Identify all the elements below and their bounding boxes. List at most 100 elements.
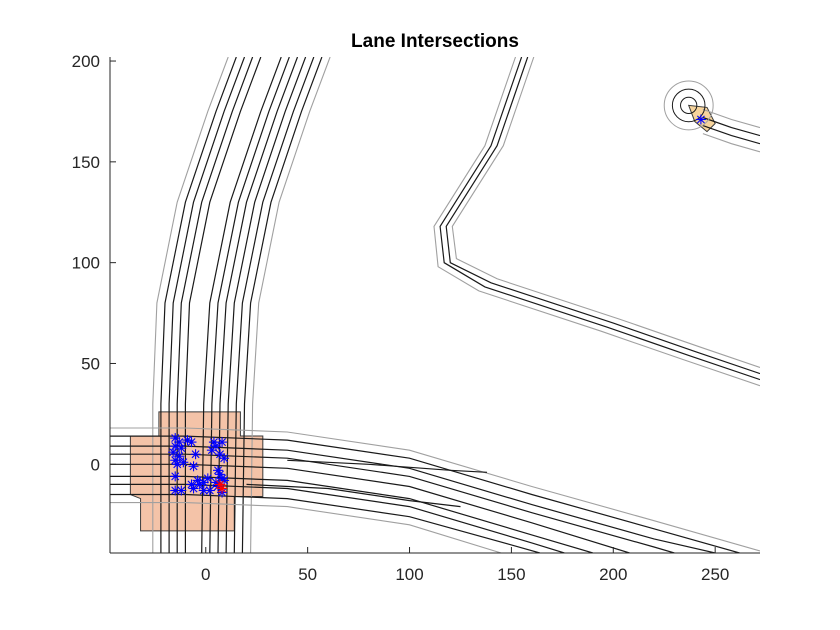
x-tick-label: 0 xyxy=(201,565,210,584)
intersection-point-37-stroke xyxy=(696,115,705,124)
intersection-point-11-stroke xyxy=(189,462,198,471)
highlight-point-1 xyxy=(217,483,228,494)
y-tick-label: 150 xyxy=(72,153,100,172)
lane-centerline-18 xyxy=(110,493,541,553)
intersection-point-20 xyxy=(202,473,213,484)
intersection-point-20-stroke xyxy=(203,474,212,483)
intersection-point-34 xyxy=(192,475,203,486)
intersection-point-25-stroke xyxy=(214,466,222,475)
x-tick-label: 50 xyxy=(298,565,317,584)
y-tick-label: 0 xyxy=(91,455,100,474)
intersection-point-12 xyxy=(190,449,201,460)
x-ticks: 0 50 100 150 200 250 xyxy=(201,547,729,584)
lane-boundary-10 xyxy=(152,57,229,553)
intersection-point-9 xyxy=(182,435,193,446)
roundabout-ring-33 xyxy=(663,80,714,131)
intersection-point-10 xyxy=(186,437,197,448)
intersection-point-30 xyxy=(217,437,228,448)
x-tick-label: 200 xyxy=(599,565,627,584)
intersection-point-6-stroke xyxy=(171,456,180,465)
lane-centerline-8 xyxy=(233,57,315,553)
intersection-point-15-stroke xyxy=(177,486,186,495)
lane-boundary-20 xyxy=(110,502,502,553)
intersection-point-15 xyxy=(176,485,187,496)
y-tick-label: 50 xyxy=(81,354,100,373)
intersection-point-33-stroke xyxy=(199,486,208,495)
lane-boundary-30 xyxy=(702,133,760,153)
lane-centerline-22 xyxy=(287,459,488,473)
y-tick-label: 100 xyxy=(72,254,100,273)
intersection-point-4 xyxy=(168,447,179,458)
intersection-point-35 xyxy=(210,477,221,488)
y-tick-label: 200 xyxy=(72,52,100,71)
intersection-point-34-stroke xyxy=(193,476,202,485)
lane-centerline-7 xyxy=(225,57,307,553)
highlight-point-1-stroke xyxy=(218,484,227,493)
intersection-point-17 xyxy=(188,483,199,494)
lane-centerline-0 xyxy=(160,57,237,553)
intersection-point-16-stroke xyxy=(187,480,196,489)
intersection-point-31-stroke xyxy=(220,454,229,463)
junction-layer xyxy=(129,104,716,532)
intersection-point-8 xyxy=(172,459,183,470)
intersection-point-12-stroke xyxy=(191,450,200,459)
lane-centerline-3 xyxy=(184,57,262,553)
lane-boundary-11 xyxy=(250,57,331,553)
intersection-point-10-stroke xyxy=(187,438,196,447)
intersection-point-37 xyxy=(695,114,706,125)
lane-centerline-6 xyxy=(217,57,299,553)
y-ticks: 0 50 100 150 200 xyxy=(72,52,116,474)
intersection-point-9-stroke xyxy=(183,436,192,445)
intersection-point-27-stroke xyxy=(216,450,225,459)
roundabout-ring-31 xyxy=(680,96,698,115)
intersection-point-14-stroke xyxy=(171,486,180,495)
intersection-point-24-stroke xyxy=(211,442,220,451)
lane-boundary-25 xyxy=(451,57,760,369)
intersection-point-3 xyxy=(176,443,187,454)
intersection-point-33 xyxy=(198,485,209,496)
marker-layer xyxy=(168,114,706,498)
roundabout-ring-32 xyxy=(671,88,706,123)
lane-centerline-27 xyxy=(702,116,760,137)
intersection-point-31 xyxy=(219,453,230,464)
intersection-point-17-stroke xyxy=(189,484,198,493)
chart-title: Lane Intersections xyxy=(351,31,519,52)
axes: 0 50 100 150 200 250 0 50 100 150 200 xyxy=(72,52,760,584)
lane-layer xyxy=(110,57,760,553)
x-tick-label: 250 xyxy=(701,565,729,584)
intersection-point-13-stroke xyxy=(171,472,180,481)
lane-centerline-21 xyxy=(246,483,461,508)
lane-centerline-14 xyxy=(110,453,675,553)
intersection-point-0-stroke xyxy=(171,434,180,443)
intersection-point-11 xyxy=(188,461,199,472)
plot-area xyxy=(110,57,760,553)
lane-centerline-23 xyxy=(445,57,760,375)
intersection-point-13 xyxy=(170,471,181,482)
lane-centerline-28 xyxy=(702,125,760,145)
intersection-point-25 xyxy=(212,465,223,476)
intersection-point-35-stroke xyxy=(211,478,220,487)
intersection-point-24 xyxy=(210,441,221,452)
lane-boundary-26 xyxy=(433,57,760,387)
intersection-point-4-stroke xyxy=(169,448,178,457)
lane-centerline-2 xyxy=(176,57,254,553)
lane-centerline-24 xyxy=(439,57,760,381)
junction-main xyxy=(129,411,264,532)
x-tick-label: 100 xyxy=(395,565,423,584)
lane-boundary-19 xyxy=(110,427,760,552)
intersection-point-30-stroke xyxy=(218,438,227,447)
lane-centerline-13 xyxy=(110,445,716,553)
lane-centerline-12 xyxy=(110,435,740,553)
lane-centerline-9 xyxy=(241,57,323,553)
intersection-point-3-stroke xyxy=(177,444,186,453)
lane-centerline-17 xyxy=(110,483,565,553)
x-tick-label: 150 xyxy=(497,565,525,584)
highlight-point-0-stroke xyxy=(216,480,225,489)
intersection-point-21-stroke xyxy=(205,486,214,495)
lane-centerline-1 xyxy=(168,57,246,553)
intersection-point-26-stroke xyxy=(216,470,225,479)
intersection-point-23-stroke xyxy=(209,438,218,447)
intersection-point-8-stroke xyxy=(173,460,182,469)
